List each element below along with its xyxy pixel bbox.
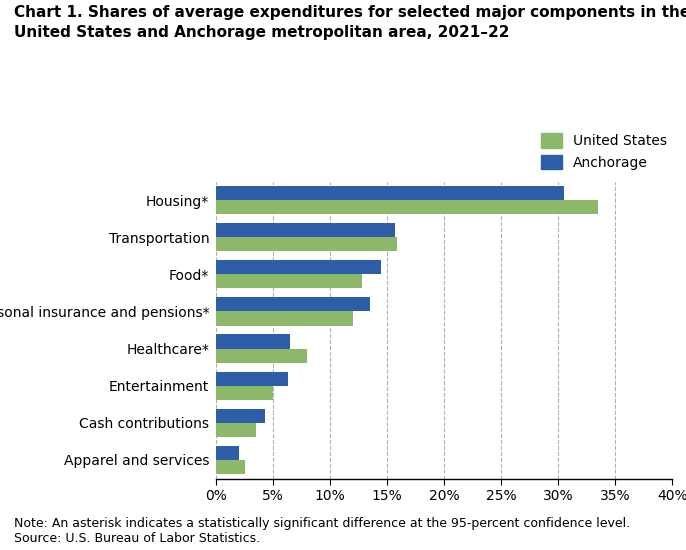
Bar <box>216 200 598 214</box>
Bar <box>216 386 273 400</box>
Bar <box>216 311 353 326</box>
Legend: United States, Anchorage: United States, Anchorage <box>535 128 672 175</box>
Bar <box>216 260 381 274</box>
Text: Note: An asterisk indicates a statistically significant difference at the 95-per: Note: An asterisk indicates a statistica… <box>14 516 630 544</box>
Bar <box>216 446 239 460</box>
Bar <box>216 349 307 362</box>
Bar <box>216 423 256 437</box>
Bar <box>216 460 245 474</box>
Bar <box>216 186 564 200</box>
Text: Chart 1. Shares of average expenditures for selected major components in the
Uni: Chart 1. Shares of average expenditures … <box>14 6 686 40</box>
Bar <box>216 372 288 386</box>
Bar <box>216 237 397 251</box>
Bar <box>216 298 370 311</box>
Bar <box>216 334 290 349</box>
Bar <box>216 409 265 423</box>
Bar <box>216 274 362 288</box>
Bar <box>216 223 395 237</box>
